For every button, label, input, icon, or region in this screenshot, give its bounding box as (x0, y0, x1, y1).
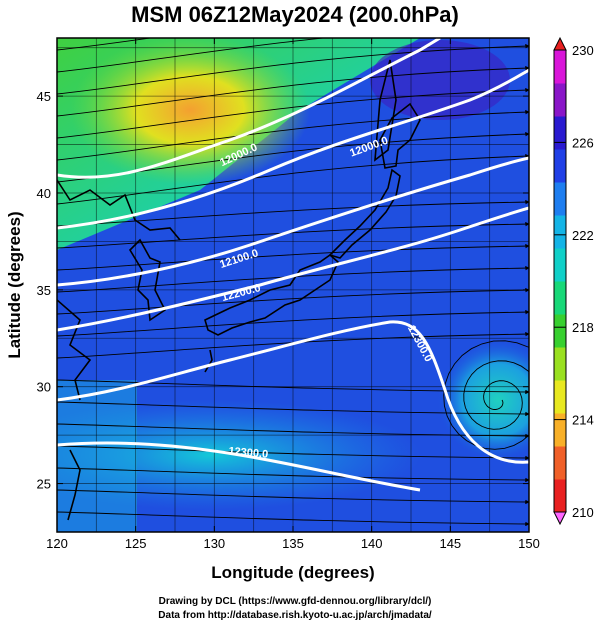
colorbar-tick-label: 214 (572, 413, 594, 428)
field-cyan-sw (57, 380, 137, 532)
y-tick-label: 40 (37, 186, 51, 201)
colorbar-tick-label: 210 (572, 505, 594, 520)
colorbar-segment (554, 446, 566, 480)
y-tick-label: 35 (37, 283, 51, 298)
colorbar-segments (554, 50, 566, 513)
footer-credit-data: Data from http://database.rish.kyoto-u.a… (158, 610, 432, 621)
colorbar-segment (554, 50, 566, 84)
x-tick-label: 145 (439, 536, 461, 551)
streamline (57, 331, 529, 359)
colorbar-tick-label: 222 (572, 228, 594, 243)
x-tick-label: 135 (282, 536, 304, 551)
streamline (57, 489, 529, 505)
x-axis-label: Longitude (degrees) (211, 563, 374, 582)
height-contour (57, 206, 529, 332)
x-tick-label: 140 (361, 536, 383, 551)
streamline (57, 199, 529, 227)
height-contour (57, 38, 441, 179)
streamline (57, 87, 529, 139)
field-warm-core (70, 38, 310, 185)
y-tick-label: 30 (37, 380, 51, 395)
streamline (57, 38, 329, 73)
colorbar-segment (554, 380, 566, 414)
y-tick-label: 45 (37, 89, 51, 104)
colorbar-bottom-arrow (553, 511, 567, 526)
streamline (57, 265, 529, 293)
chart-title: MSM 06Z12May2024 (200.0hPa) (131, 2, 459, 27)
colorbar-tick-label: 226 (572, 135, 594, 150)
streamline (57, 109, 529, 161)
colorbar-segment (554, 413, 566, 447)
streamline (57, 43, 529, 95)
x-axis-ticks: 120 125 130 135 140 145 150 (46, 38, 540, 551)
plot-area: 12000.0 12000.012100.012200.012300.012300… (57, 38, 529, 532)
streamline (57, 309, 529, 337)
streamline (57, 243, 529, 271)
height-contour (57, 441, 421, 492)
streamline (57, 445, 529, 461)
streamline (57, 38, 154, 51)
colorbar-segment (554, 314, 566, 348)
colorbar-segment (554, 479, 566, 513)
x-tick-label: 120 (46, 536, 68, 551)
x-tick-label: 130 (203, 536, 225, 551)
colorbar-segment (554, 248, 566, 282)
colorbar-segment (554, 149, 566, 183)
colorbar-segment (554, 83, 566, 117)
streamline (57, 467, 529, 483)
y-axis-label: Latitude (degrees) (5, 211, 24, 358)
streamline (57, 287, 529, 315)
height-contour (57, 68, 529, 230)
y-axis-ticks: 25 30 35 40 45 (37, 89, 529, 492)
colorbar-tick-label: 230 (572, 43, 594, 58)
field-purple-north (370, 40, 510, 120)
streamline (57, 401, 529, 417)
colorbar: 230 226 222 218 214 210 (553, 36, 594, 526)
height-contour (57, 156, 529, 287)
contour-label: 12300.0 (228, 445, 269, 460)
footer-credit-dcl: Drawing by DCL (https://www.gfd-dennou.o… (159, 596, 432, 607)
colorbar-ticks: 230 226 222 218 214 210 (554, 43, 594, 520)
streamlines (57, 38, 529, 527)
colorbar-segment (554, 215, 566, 249)
streamline (57, 511, 529, 527)
colorbar-segment (554, 281, 566, 315)
colorbar-tick-label: 218 (572, 320, 594, 335)
field-vortex (438, 340, 529, 460)
x-tick-label: 150 (518, 536, 540, 551)
colorbar-segment (554, 347, 566, 381)
streamline (57, 221, 529, 249)
vortex-streamline (443, 340, 529, 450)
height-contours (57, 38, 529, 492)
colorbar-segment (554, 116, 566, 150)
y-tick-label: 25 (37, 477, 51, 492)
coastlines (57, 59, 421, 521)
colorbar-top-arrow (553, 36, 567, 51)
x-tick-label: 125 (125, 536, 147, 551)
height-contour (57, 320, 529, 464)
colorbar-segment (554, 182, 566, 216)
streamline (57, 65, 529, 117)
